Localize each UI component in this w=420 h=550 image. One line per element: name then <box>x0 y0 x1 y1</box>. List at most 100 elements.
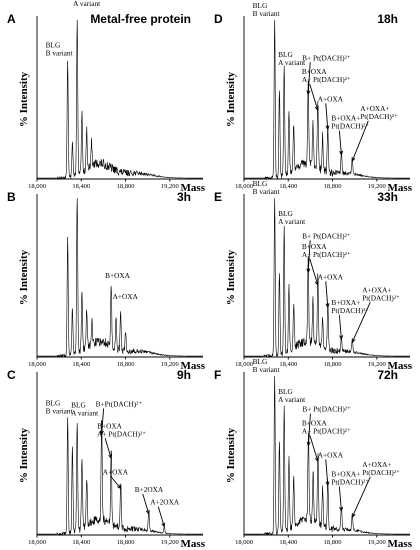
x-tick-label: 18,800 <box>324 539 342 546</box>
x-tick-label: 18,800 <box>117 183 135 190</box>
panel-letter: E <box>214 190 222 204</box>
peak-annotation: A+2OXA <box>150 498 180 507</box>
peak-annotation: BLG B variant <box>253 1 280 18</box>
panel-title: 9h <box>177 368 191 382</box>
x-tick-label: 18,400 <box>72 539 90 546</box>
spectrum-trace <box>37 19 203 180</box>
x-axis-title: Mass <box>181 538 206 550</box>
peak-annotation: A+OXA <box>318 272 344 281</box>
x-tick-label: 18,000 <box>235 539 253 546</box>
annotation-arrow <box>309 258 319 286</box>
annotation-arrowhead <box>315 457 319 463</box>
x-tick-label: 18,000 <box>235 361 253 368</box>
annotation-arrowhead <box>325 481 330 487</box>
panel-title: 18h <box>377 12 398 26</box>
peak-annotation: BLG B variant <box>253 179 280 196</box>
x-axis-title: Mass <box>388 182 413 194</box>
y-axis-title: % Intensity <box>225 71 237 127</box>
y-axis-title: % Intensity <box>18 71 30 127</box>
x-tick-label: 19,200 <box>161 183 179 190</box>
annotation-arrow <box>309 84 319 111</box>
peak-annotation: B+OXA+ Pt(DACH)²⁺ <box>331 298 369 315</box>
peak-annotation: B+ Pt(DACH)²⁺ <box>302 231 351 240</box>
annotation-arrowhead <box>351 513 356 519</box>
peak-annotation: A+OXA+ Pt(DACH)²⁺ <box>360 104 398 121</box>
y-axis-title: % Intensity <box>225 427 237 483</box>
peak-annotation: A+OXA+ Pt(DACH)²⁺ <box>362 460 400 477</box>
x-tick-label: 18,400 <box>279 183 297 190</box>
peak-annotation: A+OXA <box>103 467 129 476</box>
peak-annotation: BLG B variant <box>46 40 73 57</box>
annotation-arrow <box>101 408 105 435</box>
annotation-arrowhead <box>99 430 104 436</box>
spectrum-panel-d: 18,000 18,400 18,800 19,200 Mass % Intensity D… <box>214 1 413 194</box>
annotation-arrow <box>325 459 329 486</box>
panel-letter: A <box>7 12 16 26</box>
annotation-arrowhead <box>325 303 330 309</box>
spectrum-trace <box>37 417 203 536</box>
annotation-arrow <box>325 103 329 130</box>
x-tick-label: 18,400 <box>279 539 297 546</box>
annotation-arrow <box>307 62 311 95</box>
peak-annotation: BLG B variant <box>46 398 73 415</box>
annotation-arrow <box>104 438 112 459</box>
annotation-arrowhead <box>306 90 311 96</box>
annotation-arrow <box>157 506 165 527</box>
x-tick-label: 18,800 <box>324 183 342 190</box>
x-axis-title: Mass <box>388 538 413 550</box>
x-tick-label: 18,000 <box>28 361 46 368</box>
x-tick-label: 19,200 <box>368 183 386 190</box>
peak-annotation: B+OXA A+ Pt(DACH)²⁺ <box>302 242 351 259</box>
annotation-arrow <box>307 413 311 446</box>
x-tick-label: 19,200 <box>161 539 179 546</box>
peak-annotation: A+OXA <box>318 450 344 459</box>
annotation-arrowhead <box>306 441 311 447</box>
annotation-arrowhead <box>314 106 319 112</box>
annotation-arrow <box>351 120 369 162</box>
peak-annotation: B+OXA+ Pt(DACH)²⁺ <box>331 470 369 487</box>
x-tick-label: 19,200 <box>161 361 179 368</box>
spectrum-panel-f: 18,000 18,400 18,800 19,200 Mass% IntensityF… <box>214 357 413 550</box>
annotation-arrowhead <box>306 268 311 274</box>
x-tick-label: 18,000 <box>235 183 253 190</box>
peak-annotation: A+OXA <box>318 94 344 103</box>
spectrum-panel-a: 18,000 18,400 18,800 19,200 Mass % Intensity A… <box>7 0 206 194</box>
y-axis-title: % Intensity <box>18 249 30 305</box>
annotation-arrow <box>309 435 319 462</box>
x-tick-label: 19,200 <box>368 539 386 546</box>
annotation-arrowhead <box>314 281 319 287</box>
peak-annotation: B+OXA+ Pt(DACH)²⁺ <box>331 114 369 131</box>
x-tick-label: 18,400 <box>279 361 297 368</box>
panel-title: Metal-free protein <box>90 12 191 26</box>
panel-title: 72h <box>377 368 398 382</box>
panel-title: 3h <box>177 190 191 204</box>
peak-annotation: B+ Pt(DACH)²⁺ <box>302 405 351 414</box>
x-axis-title: Mass <box>181 360 206 372</box>
annotation-arrow <box>110 476 122 489</box>
peak-annotation: B+OXA A+ Pt(DACH)²⁺ <box>97 421 146 438</box>
spectrum-trace <box>244 375 410 536</box>
y-axis-title: % Intensity <box>225 249 237 305</box>
x-axis-title: Mass <box>181 182 206 194</box>
x-tick-label: 18,800 <box>117 539 135 546</box>
x-tick-label: 18,000 <box>28 539 46 546</box>
spectrum-trace <box>37 197 203 358</box>
annotation-arrowhead <box>339 506 344 512</box>
spectrum-panel-c: 18,000 18,400 18,800 19,200 Mass % Intensity C… <box>7 368 206 550</box>
annotation-arrowhead <box>145 509 150 516</box>
annotation-arrow <box>142 493 150 515</box>
x-tick-label: 18,000 <box>28 183 46 190</box>
annotation-arrowhead <box>351 338 356 344</box>
peak-annotation: B+2OXA <box>135 485 164 494</box>
annotation-arrow <box>307 240 311 273</box>
annotation-arrowhead <box>351 157 356 163</box>
peak-annotation: B+Pt(DACH)²⁺ <box>96 399 143 408</box>
spectrum-panel-b: 18,000 18,400 18,800 19,200 Mass % Intensity B… <box>7 190 206 372</box>
spectrum-trace <box>244 198 410 358</box>
